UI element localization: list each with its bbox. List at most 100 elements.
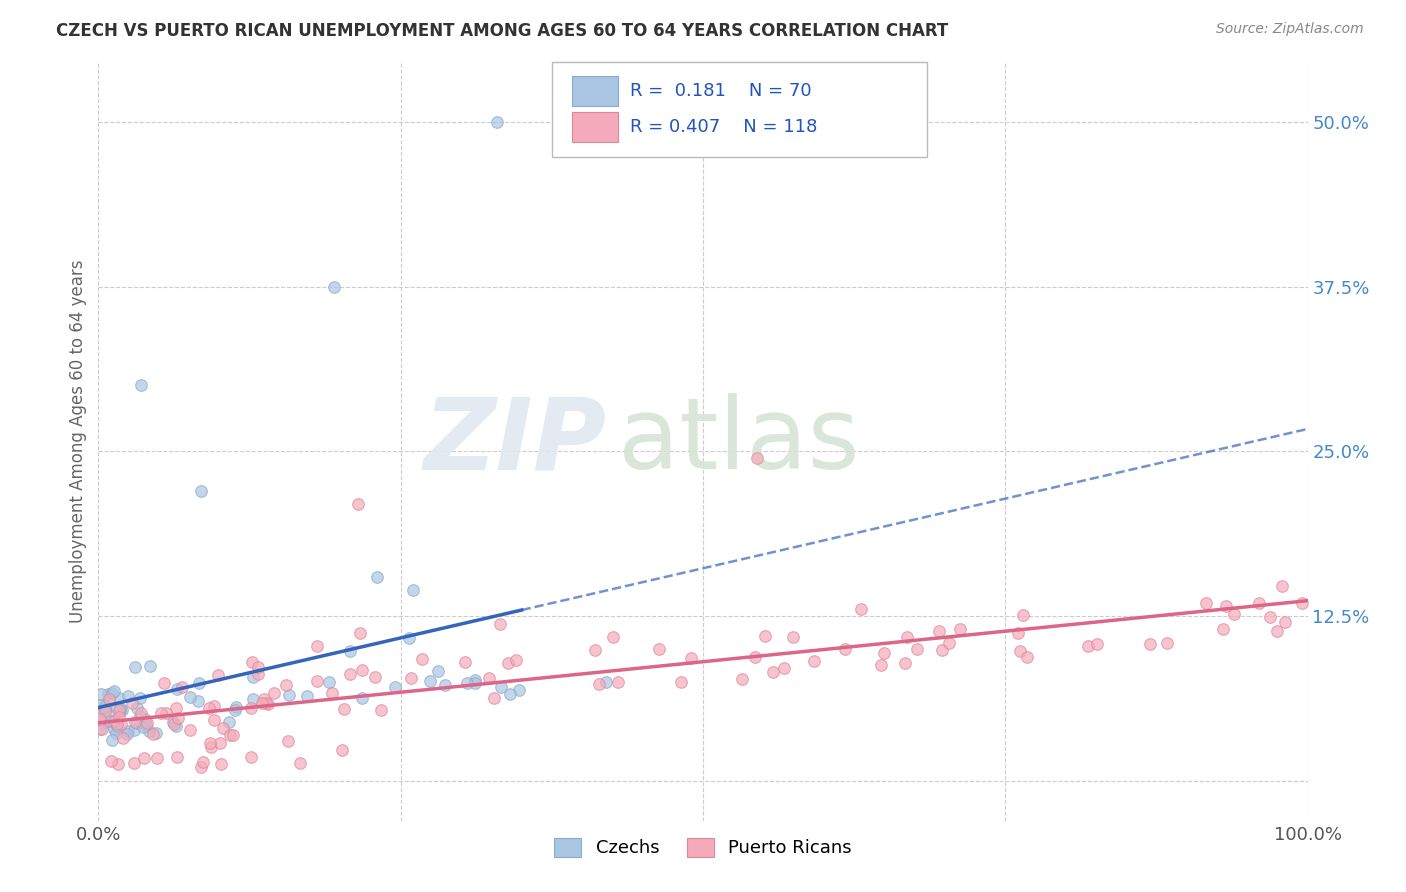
Point <box>127 716 149 731</box>
Point <box>246 667 269 681</box>
Point <box>583 643 606 657</box>
Point <box>277 734 299 748</box>
Point <box>384 680 406 694</box>
Point <box>100 708 122 723</box>
FancyBboxPatch shape <box>572 76 619 106</box>
Point <box>90 687 112 701</box>
Point <box>782 630 804 644</box>
Point <box>207 668 229 682</box>
Point <box>108 704 131 718</box>
Point <box>98 714 121 728</box>
Point <box>142 727 165 741</box>
Point <box>150 706 173 721</box>
Point <box>127 701 149 715</box>
Point <box>1258 610 1281 624</box>
Point <box>239 749 262 764</box>
Point <box>426 664 449 678</box>
Point <box>491 680 513 694</box>
Point <box>202 713 225 727</box>
Point <box>364 670 387 684</box>
Point <box>105 716 128 731</box>
Point <box>505 653 527 667</box>
Point <box>938 635 960 649</box>
Point <box>366 570 388 584</box>
Point <box>464 676 486 690</box>
Point <box>602 630 624 644</box>
Point <box>135 718 157 732</box>
Point <box>1085 637 1108 651</box>
Y-axis label: Unemployment Among Ages 60 to 64 years: Unemployment Among Ages 60 to 64 years <box>69 260 87 624</box>
Point <box>111 703 134 717</box>
Point <box>402 582 425 597</box>
Point <box>647 642 669 657</box>
Point <box>129 706 152 721</box>
Point <box>869 657 891 672</box>
Point <box>486 115 509 129</box>
Point <box>347 497 370 511</box>
Point <box>136 716 159 731</box>
Point <box>128 690 150 705</box>
Point <box>1007 626 1029 640</box>
Point <box>1215 599 1237 614</box>
Point <box>197 700 219 714</box>
Point <box>333 701 356 715</box>
Point <box>166 681 188 696</box>
Point <box>91 715 114 730</box>
Point <box>129 709 152 723</box>
Point <box>747 450 769 465</box>
Point <box>187 675 209 690</box>
Point <box>321 686 343 700</box>
Point <box>94 699 117 714</box>
Point <box>1017 650 1039 665</box>
Point <box>111 731 134 746</box>
Point <box>165 719 187 733</box>
Point <box>773 661 796 675</box>
Point <box>754 629 776 643</box>
Point <box>1008 644 1031 658</box>
Point <box>247 659 270 673</box>
Point <box>339 666 361 681</box>
Point <box>124 659 146 673</box>
Point <box>453 655 475 669</box>
Point <box>208 736 231 750</box>
Point <box>1223 607 1246 621</box>
Point <box>103 684 125 698</box>
Point <box>103 714 125 728</box>
Point <box>949 622 972 636</box>
Point <box>162 715 184 730</box>
Point <box>1212 623 1234 637</box>
Point <box>105 701 128 715</box>
Point <box>257 697 280 711</box>
Point <box>107 756 129 771</box>
Point <box>122 723 145 738</box>
Point <box>122 756 145 771</box>
Point <box>146 751 169 765</box>
Point <box>218 714 240 729</box>
Point <box>209 756 232 771</box>
Point <box>595 675 617 690</box>
Point <box>98 692 121 706</box>
Point <box>187 694 209 708</box>
Point <box>1249 596 1271 610</box>
Point <box>803 654 825 668</box>
Point <box>349 625 371 640</box>
Point <box>198 735 221 749</box>
Point <box>305 673 328 688</box>
Point <box>731 672 754 686</box>
Point <box>172 680 194 694</box>
Point <box>202 699 225 714</box>
Point <box>242 669 264 683</box>
Point <box>190 483 212 498</box>
Point <box>110 716 132 731</box>
Point <box>138 724 160 739</box>
Point <box>1156 636 1178 650</box>
Point <box>240 701 263 715</box>
Point <box>163 717 186 731</box>
Point <box>121 696 143 710</box>
Point <box>221 728 243 742</box>
Point <box>834 642 856 657</box>
Point <box>508 683 530 698</box>
Point <box>89 712 111 726</box>
Point <box>155 706 177 721</box>
Text: atlas: atlas <box>619 393 860 490</box>
